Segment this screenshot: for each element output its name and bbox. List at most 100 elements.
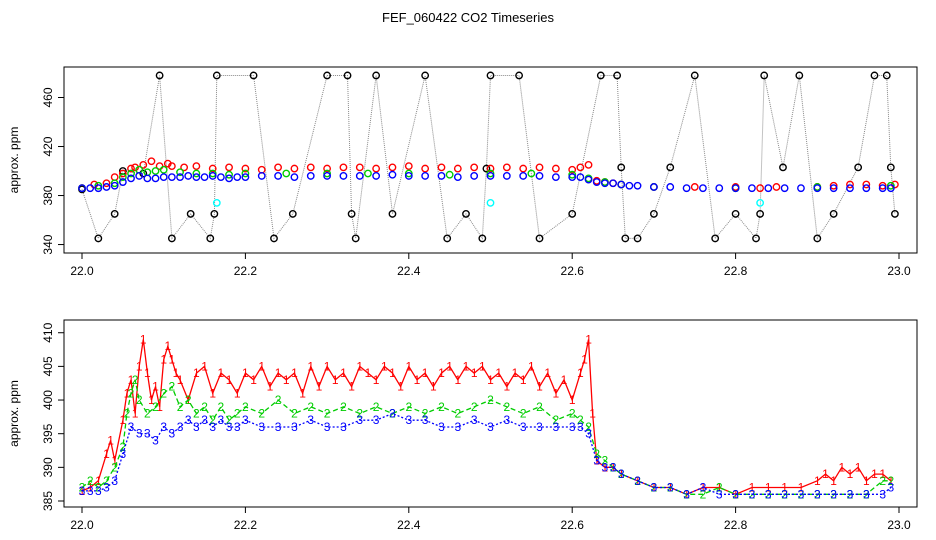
point-label-3: 3 [569, 420, 576, 434]
point-label-3: 3 [103, 481, 110, 495]
point-label-1: 1 [581, 353, 588, 367]
point-label-1: 1 [822, 467, 829, 481]
x-tick-label: 22.2 [234, 518, 258, 532]
point-black [568, 210, 577, 218]
point-black [829, 210, 838, 218]
point-blue [216, 173, 225, 182]
point-black [212, 71, 221, 80]
point-red [274, 163, 282, 172]
point-label-1: 1 [267, 380, 274, 394]
point-label-3: 3 [577, 420, 584, 434]
point-black [110, 210, 119, 218]
point-label-3: 3 [503, 413, 510, 427]
point-red [519, 164, 528, 173]
x-tick-label: 22.6 [561, 264, 585, 278]
point-red [355, 163, 364, 172]
point-label-1: 1 [814, 474, 821, 488]
point-green [94, 181, 103, 190]
point-label-2: 2 [132, 373, 139, 387]
point-black [882, 71, 891, 80]
point-label-1: 1 [871, 467, 878, 481]
point-label-3: 3 [201, 413, 208, 427]
point-green [404, 169, 413, 178]
point-blue [829, 184, 838, 193]
point-label-2: 2 [291, 407, 298, 421]
point-label-1: 1 [765, 481, 772, 495]
x-tick-label: 22.8 [724, 264, 748, 278]
point-green [176, 168, 184, 177]
point-red [576, 163, 585, 172]
point-label-3: 3 [781, 487, 788, 501]
point-label-1: 1 [528, 359, 535, 373]
point-green [568, 170, 577, 179]
point-red [453, 164, 462, 173]
point-blue [167, 173, 176, 182]
point-label-3: 3 [765, 487, 772, 501]
point-blue [470, 172, 479, 180]
point-blue [886, 184, 895, 193]
point-label-1: 1 [332, 373, 339, 387]
point-label-3: 3 [340, 420, 347, 434]
point-blue [274, 172, 282, 180]
point-label-1: 1 [405, 359, 412, 373]
point-label-2: 2 [144, 407, 151, 421]
point-label-3: 3 [879, 487, 886, 501]
point-label-1: 1 [577, 366, 584, 380]
point-label-3: 3 [438, 420, 445, 434]
point-red [502, 163, 511, 172]
point-label-2: 2 [124, 407, 131, 421]
y-tick-label: 390 [41, 457, 55, 477]
point-label-3: 3 [307, 413, 314, 427]
series-blue [78, 170, 895, 193]
point-black [388, 210, 397, 218]
point-label-3: 3 [536, 420, 543, 434]
point-label-1: 1 [414, 373, 421, 387]
point-label-1: 1 [512, 366, 519, 380]
point-label-1: 1 [148, 393, 155, 407]
point-black [666, 163, 675, 172]
point-black [813, 234, 822, 243]
point-label-1: 1 [144, 366, 151, 380]
point-blue [862, 184, 871, 193]
point-label-2: 2 [405, 400, 412, 414]
point-label-3: 3 [144, 427, 151, 441]
point-label-3: 3 [177, 420, 184, 434]
point-label-1: 1 [201, 359, 208, 373]
point-black [515, 71, 523, 80]
point-black [535, 234, 544, 243]
point-label-3: 3 [602, 460, 609, 474]
point-label-2: 2 [553, 413, 560, 427]
point-blue [486, 172, 495, 180]
point-label-3: 3 [185, 413, 192, 427]
point-blue [551, 173, 560, 182]
point-red [306, 163, 315, 172]
point-label-2: 2 [879, 474, 886, 488]
y-tick-label: 385 [41, 491, 55, 511]
point-black [343, 71, 352, 80]
point-label-2: 2 [593, 447, 600, 461]
point-label-1: 1 [169, 353, 176, 367]
point-blue [780, 184, 789, 193]
point-label-1: 1 [389, 366, 396, 380]
y-tick-label: 460 [41, 87, 55, 107]
point-label-2: 2 [103, 474, 110, 488]
point-green [282, 169, 291, 178]
point-label-1: 1 [356, 359, 363, 373]
point-blue [388, 170, 397, 179]
point-label-2: 2 [160, 386, 167, 400]
point-blue [609, 179, 617, 188]
point-label-2: 2 [218, 400, 225, 414]
point-label-1: 1 [585, 332, 592, 346]
point-label-3: 3 [887, 481, 894, 495]
point-label-1: 1 [381, 359, 388, 373]
point-label-1: 1 [120, 413, 127, 427]
point-red [535, 163, 544, 172]
point-label-1: 1 [283, 373, 290, 387]
point-label-3: 3 [716, 487, 723, 501]
point-blue [257, 172, 266, 180]
point-label-2: 2 [169, 380, 176, 394]
point-cyan [756, 198, 765, 207]
point-label-1: 1 [471, 366, 478, 380]
point-black [347, 210, 356, 218]
